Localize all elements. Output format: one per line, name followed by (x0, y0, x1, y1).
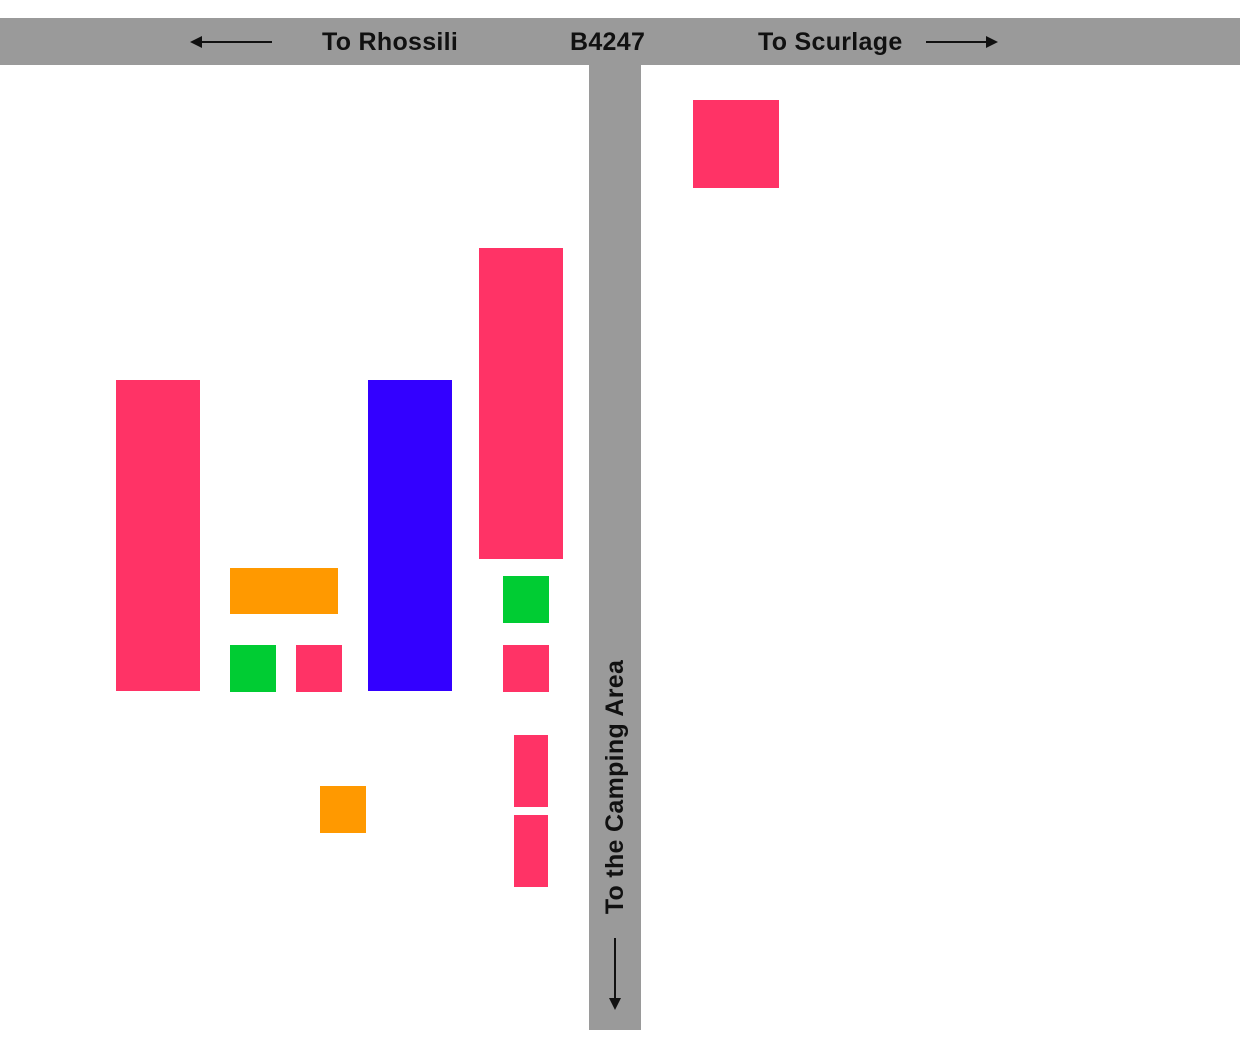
map-block (514, 815, 548, 887)
road-label-scurlage: To Scurlage (758, 28, 903, 56)
map-block (693, 100, 779, 188)
map-block (503, 576, 549, 623)
road-label-rhossili: To Rhossili (322, 28, 459, 56)
camping-access-road (589, 65, 641, 1030)
map-block (296, 645, 342, 692)
map-block (503, 645, 549, 692)
map-block (320, 786, 366, 833)
camping-area-label: To the Camping Area (601, 659, 629, 915)
map-block (230, 645, 276, 692)
map-block (116, 380, 200, 691)
map-block (514, 735, 548, 807)
arrow-left-icon (190, 36, 272, 48)
arrow-down-icon (609, 938, 621, 1010)
map-block (230, 568, 338, 614)
map-block (479, 248, 563, 559)
arrow-right-icon (926, 36, 998, 48)
map-block (368, 380, 452, 691)
road-name-label: B4247 (570, 28, 646, 56)
